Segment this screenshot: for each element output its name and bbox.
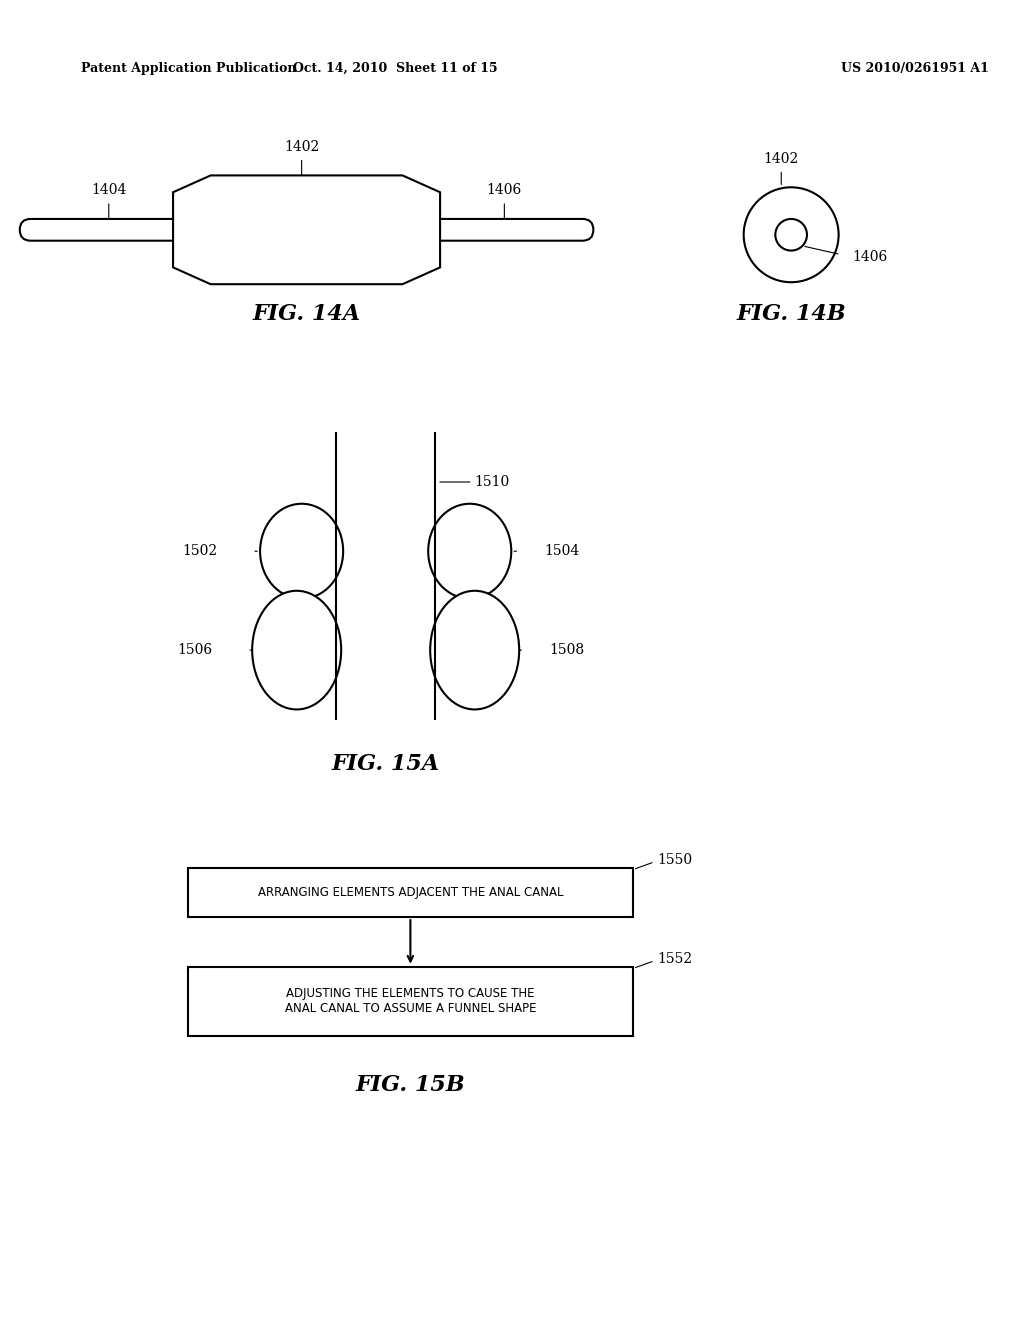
Text: 1550: 1550 xyxy=(657,853,693,867)
Text: ARRANGING ELEMENTS ADJACENT THE ANAL CANAL: ARRANGING ELEMENTS ADJACENT THE ANAL CAN… xyxy=(258,886,563,899)
Text: FIG. 14A: FIG. 14A xyxy=(253,302,360,325)
FancyBboxPatch shape xyxy=(376,219,593,240)
Ellipse shape xyxy=(260,504,343,599)
Text: 1404: 1404 xyxy=(91,183,127,197)
FancyBboxPatch shape xyxy=(187,966,633,1036)
Text: 1402: 1402 xyxy=(764,152,799,165)
Ellipse shape xyxy=(252,591,341,709)
Text: ADJUSTING THE ELEMENTS TO CAUSE THE
ANAL CANAL TO ASSUME A FUNNEL SHAPE: ADJUSTING THE ELEMENTS TO CAUSE THE ANAL… xyxy=(285,987,537,1015)
Text: 1510: 1510 xyxy=(475,475,510,488)
Text: Oct. 14, 2010  Sheet 11 of 15: Oct. 14, 2010 Sheet 11 of 15 xyxy=(293,62,498,75)
Circle shape xyxy=(743,187,839,282)
Text: 1506: 1506 xyxy=(177,643,213,657)
Text: US 2010/0261951 A1: US 2010/0261951 A1 xyxy=(841,62,988,75)
Polygon shape xyxy=(173,176,440,284)
Text: 1402: 1402 xyxy=(284,140,319,153)
FancyBboxPatch shape xyxy=(19,219,238,240)
Text: 1508: 1508 xyxy=(549,643,584,657)
Text: Patent Application Publication: Patent Application Publication xyxy=(81,62,297,75)
Circle shape xyxy=(775,219,807,251)
Text: 1406: 1406 xyxy=(486,183,522,197)
Ellipse shape xyxy=(428,504,511,599)
FancyBboxPatch shape xyxy=(187,867,633,917)
Text: 1552: 1552 xyxy=(657,952,693,966)
Text: 1406: 1406 xyxy=(852,249,888,264)
Text: 1502: 1502 xyxy=(182,544,217,558)
Text: 1504: 1504 xyxy=(544,544,580,558)
Text: FIG. 14B: FIG. 14B xyxy=(736,302,846,325)
Text: FIG. 15A: FIG. 15A xyxy=(332,752,439,775)
Text: FIG. 15B: FIG. 15B xyxy=(355,1074,465,1096)
Ellipse shape xyxy=(430,591,519,709)
